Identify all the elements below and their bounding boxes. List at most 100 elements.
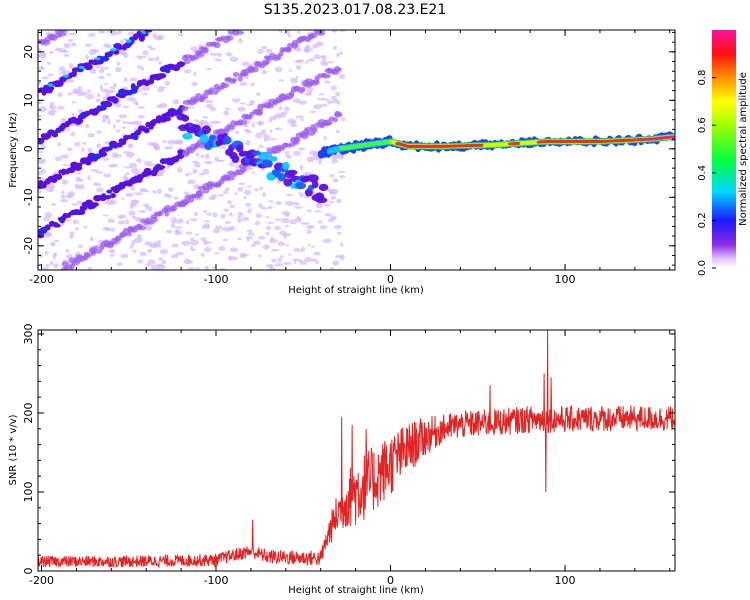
noise-speckle	[223, 208, 230, 213]
noise-speckle	[127, 96, 136, 102]
noise-speckle	[137, 64, 141, 69]
harmonic-peak	[110, 48, 117, 52]
noise-speckle	[295, 64, 302, 70]
noise-speckle	[137, 106, 146, 109]
harmonic-trace	[256, 109, 263, 116]
noise-speckle	[120, 39, 124, 44]
harmonic-trace	[221, 82, 230, 89]
noise-speckle	[38, 114, 43, 118]
noise-speckle	[253, 188, 259, 192]
noise-speckle	[53, 240, 60, 243]
noise-speckle	[90, 68, 97, 75]
noise-speckle	[129, 244, 134, 249]
noise-speckle	[254, 132, 263, 139]
noise-speckle	[89, 236, 94, 242]
harmonic-trace	[321, 74, 331, 79]
noise-speckle	[77, 86, 83, 92]
harmonic-trace	[83, 253, 93, 258]
noise-speckle	[267, 205, 273, 210]
noise-speckle	[88, 32, 96, 38]
noise-speckle	[83, 226, 88, 229]
noise-speckle	[158, 34, 164, 41]
snr-series	[38, 330, 675, 568]
noise-speckle	[41, 76, 50, 80]
noise-speckle	[290, 77, 299, 84]
y-tick-label: -20	[22, 237, 35, 255]
noise-speckle	[337, 170, 346, 174]
noise-speckle	[135, 102, 140, 106]
noise-speckle	[327, 61, 334, 64]
noise-speckle	[142, 50, 149, 56]
noise-speckle	[213, 228, 220, 234]
noise-speckle	[319, 104, 328, 107]
noise-speckle	[183, 191, 190, 195]
noise-speckle	[135, 55, 142, 58]
noise-speckle	[160, 260, 167, 265]
noise-speckle	[338, 175, 346, 179]
harmonic-trace	[94, 248, 103, 254]
y-tick-label: 10	[22, 93, 35, 107]
harmonic-trace	[91, 202, 100, 207]
noise-speckle	[170, 222, 176, 229]
noise-speckle	[305, 60, 309, 64]
noise-speckle	[44, 211, 53, 218]
harmonic-trace	[232, 71, 239, 78]
noise-speckle	[219, 146, 227, 150]
harmonic-trace	[44, 224, 51, 231]
noise-speckle	[238, 38, 243, 44]
noise-speckle	[106, 73, 111, 77]
chirp-signal	[282, 161, 290, 170]
noise-speckle	[204, 246, 212, 253]
noise-speckle	[241, 216, 250, 221]
noise-speckle	[87, 147, 93, 153]
noise-speckle	[42, 158, 47, 164]
noise-speckle	[274, 263, 284, 267]
noise-speckle	[176, 232, 183, 235]
noise-speckle	[229, 247, 238, 253]
noise-speckle	[128, 210, 136, 216]
harmonic-peak	[125, 39, 132, 43]
noise-speckle	[271, 258, 277, 263]
noise-speckle	[337, 231, 342, 235]
chirp-signal	[209, 134, 217, 141]
noise-speckle	[185, 219, 190, 225]
noise-speckle	[117, 220, 126, 225]
noise-speckle	[50, 203, 56, 206]
harmonic-trace	[201, 93, 209, 100]
noise-speckle	[339, 73, 345, 80]
noise-speckle	[202, 116, 209, 119]
noise-speckle	[57, 142, 62, 147]
noise-speckle	[138, 210, 147, 213]
noise-speckle	[64, 195, 74, 199]
chirp-signal	[294, 182, 307, 190]
harmonic-trace	[116, 45, 123, 50]
noise-speckle	[69, 233, 74, 239]
noise-speckle	[61, 179, 69, 185]
noise-speckle	[193, 184, 198, 190]
noise-speckle	[73, 141, 81, 147]
noise-speckle	[49, 260, 54, 266]
noise-speckle	[301, 222, 310, 225]
noise-speckle	[109, 89, 116, 94]
harmonic-trace	[74, 117, 84, 124]
harmonic-trace	[75, 162, 83, 168]
chirp-signal	[259, 152, 271, 160]
noise-speckle	[317, 220, 323, 224]
noise-speckle	[319, 55, 327, 59]
noise-speckle	[246, 229, 253, 233]
harmonic-peak	[94, 57, 101, 61]
noise-speckle	[40, 65, 44, 70]
noise-speckle	[292, 201, 300, 206]
noise-speckle	[84, 43, 93, 47]
noise-speckle	[307, 91, 313, 96]
noise-speckle	[234, 131, 240, 134]
noise-speckle	[237, 106, 246, 112]
noise-speckle	[252, 240, 261, 245]
noise-speckle	[294, 206, 303, 209]
noise-speckle	[297, 30, 301, 34]
noise-speckle	[101, 119, 106, 123]
noise-speckle	[278, 112, 287, 118]
colorbar-label: Normalized spectral amplitude	[738, 72, 749, 226]
noise-speckle	[266, 225, 271, 231]
